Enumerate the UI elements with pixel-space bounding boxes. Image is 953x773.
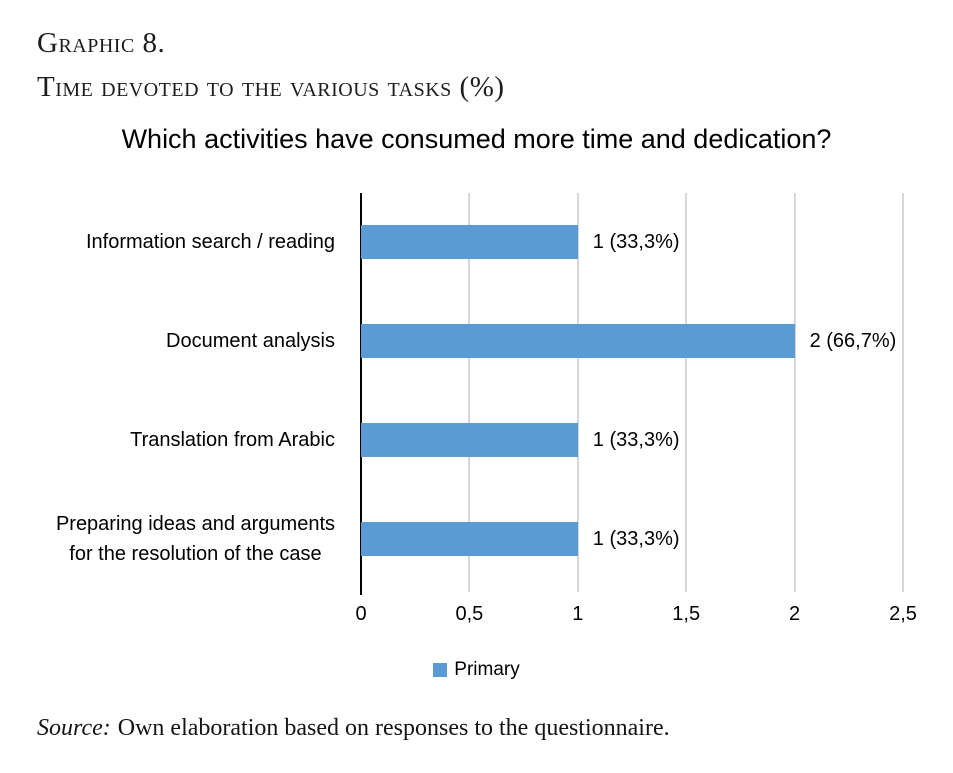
figure-heading-line-2: Time devoted to the various tasks (%) <box>37 71 505 103</box>
category-axis-line <box>360 193 362 595</box>
bar-row-4 <box>361 521 578 556</box>
x-axis-tick-label: 1,5 <box>672 603 701 625</box>
x-axis-tick-label: 0,5 <box>455 603 484 625</box>
x-axis-tick-label: 2,5 <box>889 603 917 625</box>
value-label: 2 (66,7%) <box>809 330 897 353</box>
bar-row-1 <box>361 225 578 260</box>
chart-title: Which activities have consumed more time… <box>121 124 832 154</box>
x-axis-tick-label: 0 <box>355 603 367 625</box>
chart-legend: Primary <box>0 659 953 681</box>
gridline <box>468 193 471 592</box>
bar-row-2 <box>361 324 795 359</box>
value-label: 1 (33,3%) <box>592 231 680 254</box>
x-axis-tick-label: 1 <box>572 603 584 625</box>
gridline <box>685 193 688 592</box>
bar-row-3 <box>361 422 578 457</box>
category-label: Preparing ideas and arguments for the re… <box>55 512 335 565</box>
gridline <box>576 193 579 592</box>
source-label: Source: <box>37 715 111 741</box>
figure-heading-line-1: Graphic 8. <box>37 27 166 59</box>
category-label: Document analysis <box>166 330 335 353</box>
source-line: Source: Own elaboration based on response… <box>37 715 670 742</box>
legend-color-swatch <box>433 663 448 677</box>
gridline <box>902 193 904 592</box>
gridline <box>793 193 796 592</box>
x-axis-tick-label: 2 <box>789 603 801 625</box>
category-label: Information search / reading <box>85 231 335 254</box>
legend-series-label: Primary <box>454 659 520 680</box>
source-text: Own elaboration based on responses to th… <box>117 715 670 741</box>
category-label: Translation from Arabic <box>130 428 335 451</box>
value-label: 1 (33,3%) <box>592 428 680 451</box>
value-label: 1 (33,3%) <box>592 527 680 550</box>
